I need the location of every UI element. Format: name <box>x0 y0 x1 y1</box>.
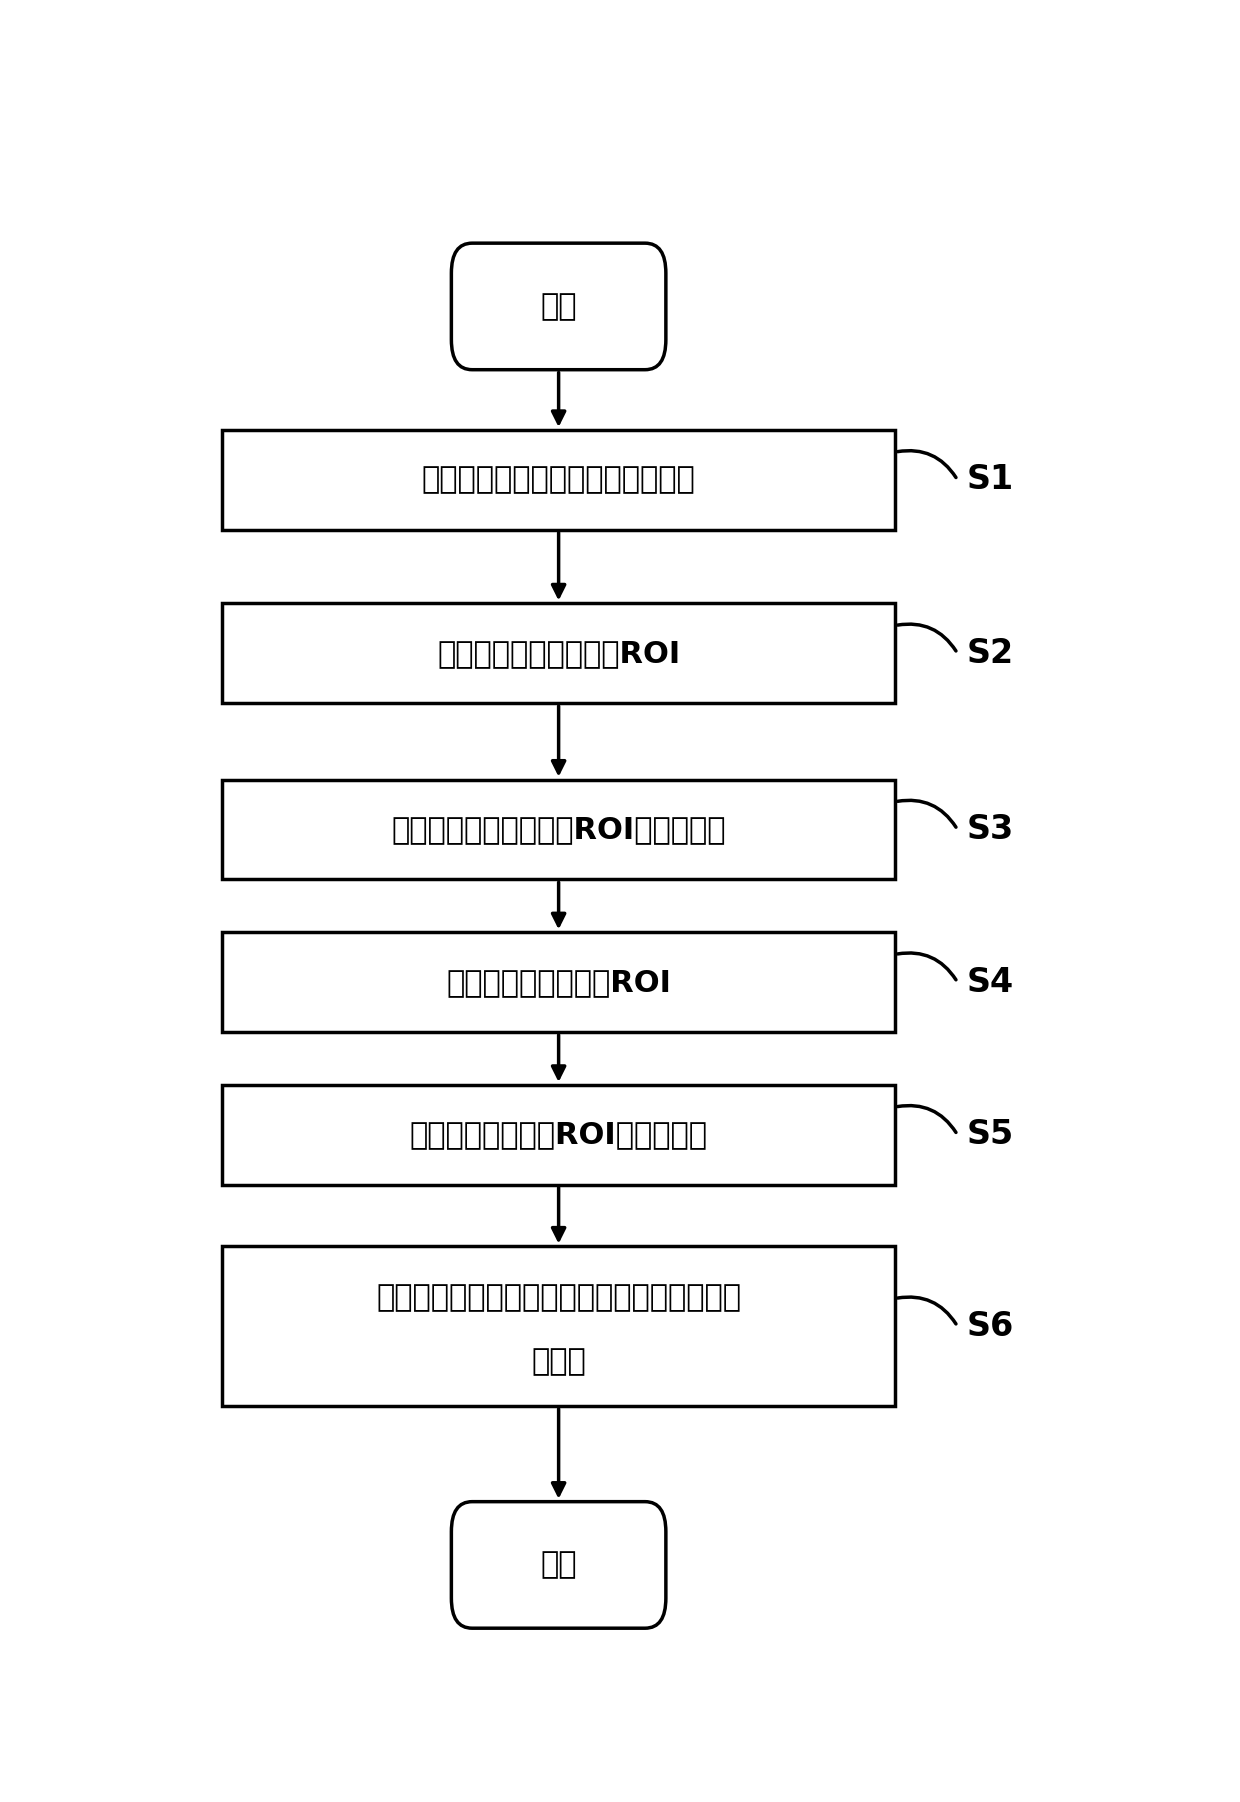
Text: 开始: 开始 <box>541 1550 577 1579</box>
Text: 视观成像系统采集触摸板边缘图像: 视观成像系统采集触摸板边缘图像 <box>422 465 696 494</box>
FancyArrowPatch shape <box>898 1297 956 1324</box>
Text: S3: S3 <box>967 813 1014 845</box>
FancyArrowPatch shape <box>898 953 956 980</box>
FancyBboxPatch shape <box>222 932 895 1033</box>
Text: 采用阈值法分割图像ROI: 采用阈值法分割图像ROI <box>446 968 671 997</box>
Text: 求取被分割的图像ROI的连通区域: 求取被分割的图像ROI的连通区域 <box>409 1121 708 1150</box>
Text: S1: S1 <box>967 463 1014 496</box>
Text: S5: S5 <box>967 1119 1014 1151</box>
Text: S2: S2 <box>967 636 1014 670</box>
Text: 开始: 开始 <box>541 292 577 321</box>
FancyArrowPatch shape <box>898 800 956 827</box>
FancyArrowPatch shape <box>898 450 956 478</box>
FancyBboxPatch shape <box>222 1085 895 1184</box>
Text: S4: S4 <box>967 966 1014 998</box>
FancyBboxPatch shape <box>222 1247 895 1406</box>
Text: 提取出触摸板边缘图像ROI: 提取出触摸板边缘图像ROI <box>436 640 681 669</box>
FancyArrowPatch shape <box>898 1106 956 1132</box>
FancyArrowPatch shape <box>898 623 956 651</box>
FancyBboxPatch shape <box>222 604 895 703</box>
FancyBboxPatch shape <box>222 431 895 530</box>
Text: 陷区域: 陷区域 <box>531 1346 587 1377</box>
FancyBboxPatch shape <box>222 780 895 879</box>
Text: 根据连通区域的面积和高度特征判断并选取缺: 根据连通区域的面积和高度特征判断并选取缺 <box>376 1283 742 1312</box>
FancyBboxPatch shape <box>451 243 666 369</box>
Text: S6: S6 <box>967 1310 1014 1342</box>
Text: 采用均值滤波法对图像ROI进行预处理: 采用均值滤波法对图像ROI进行预处理 <box>392 815 725 843</box>
FancyBboxPatch shape <box>451 1501 666 1629</box>
